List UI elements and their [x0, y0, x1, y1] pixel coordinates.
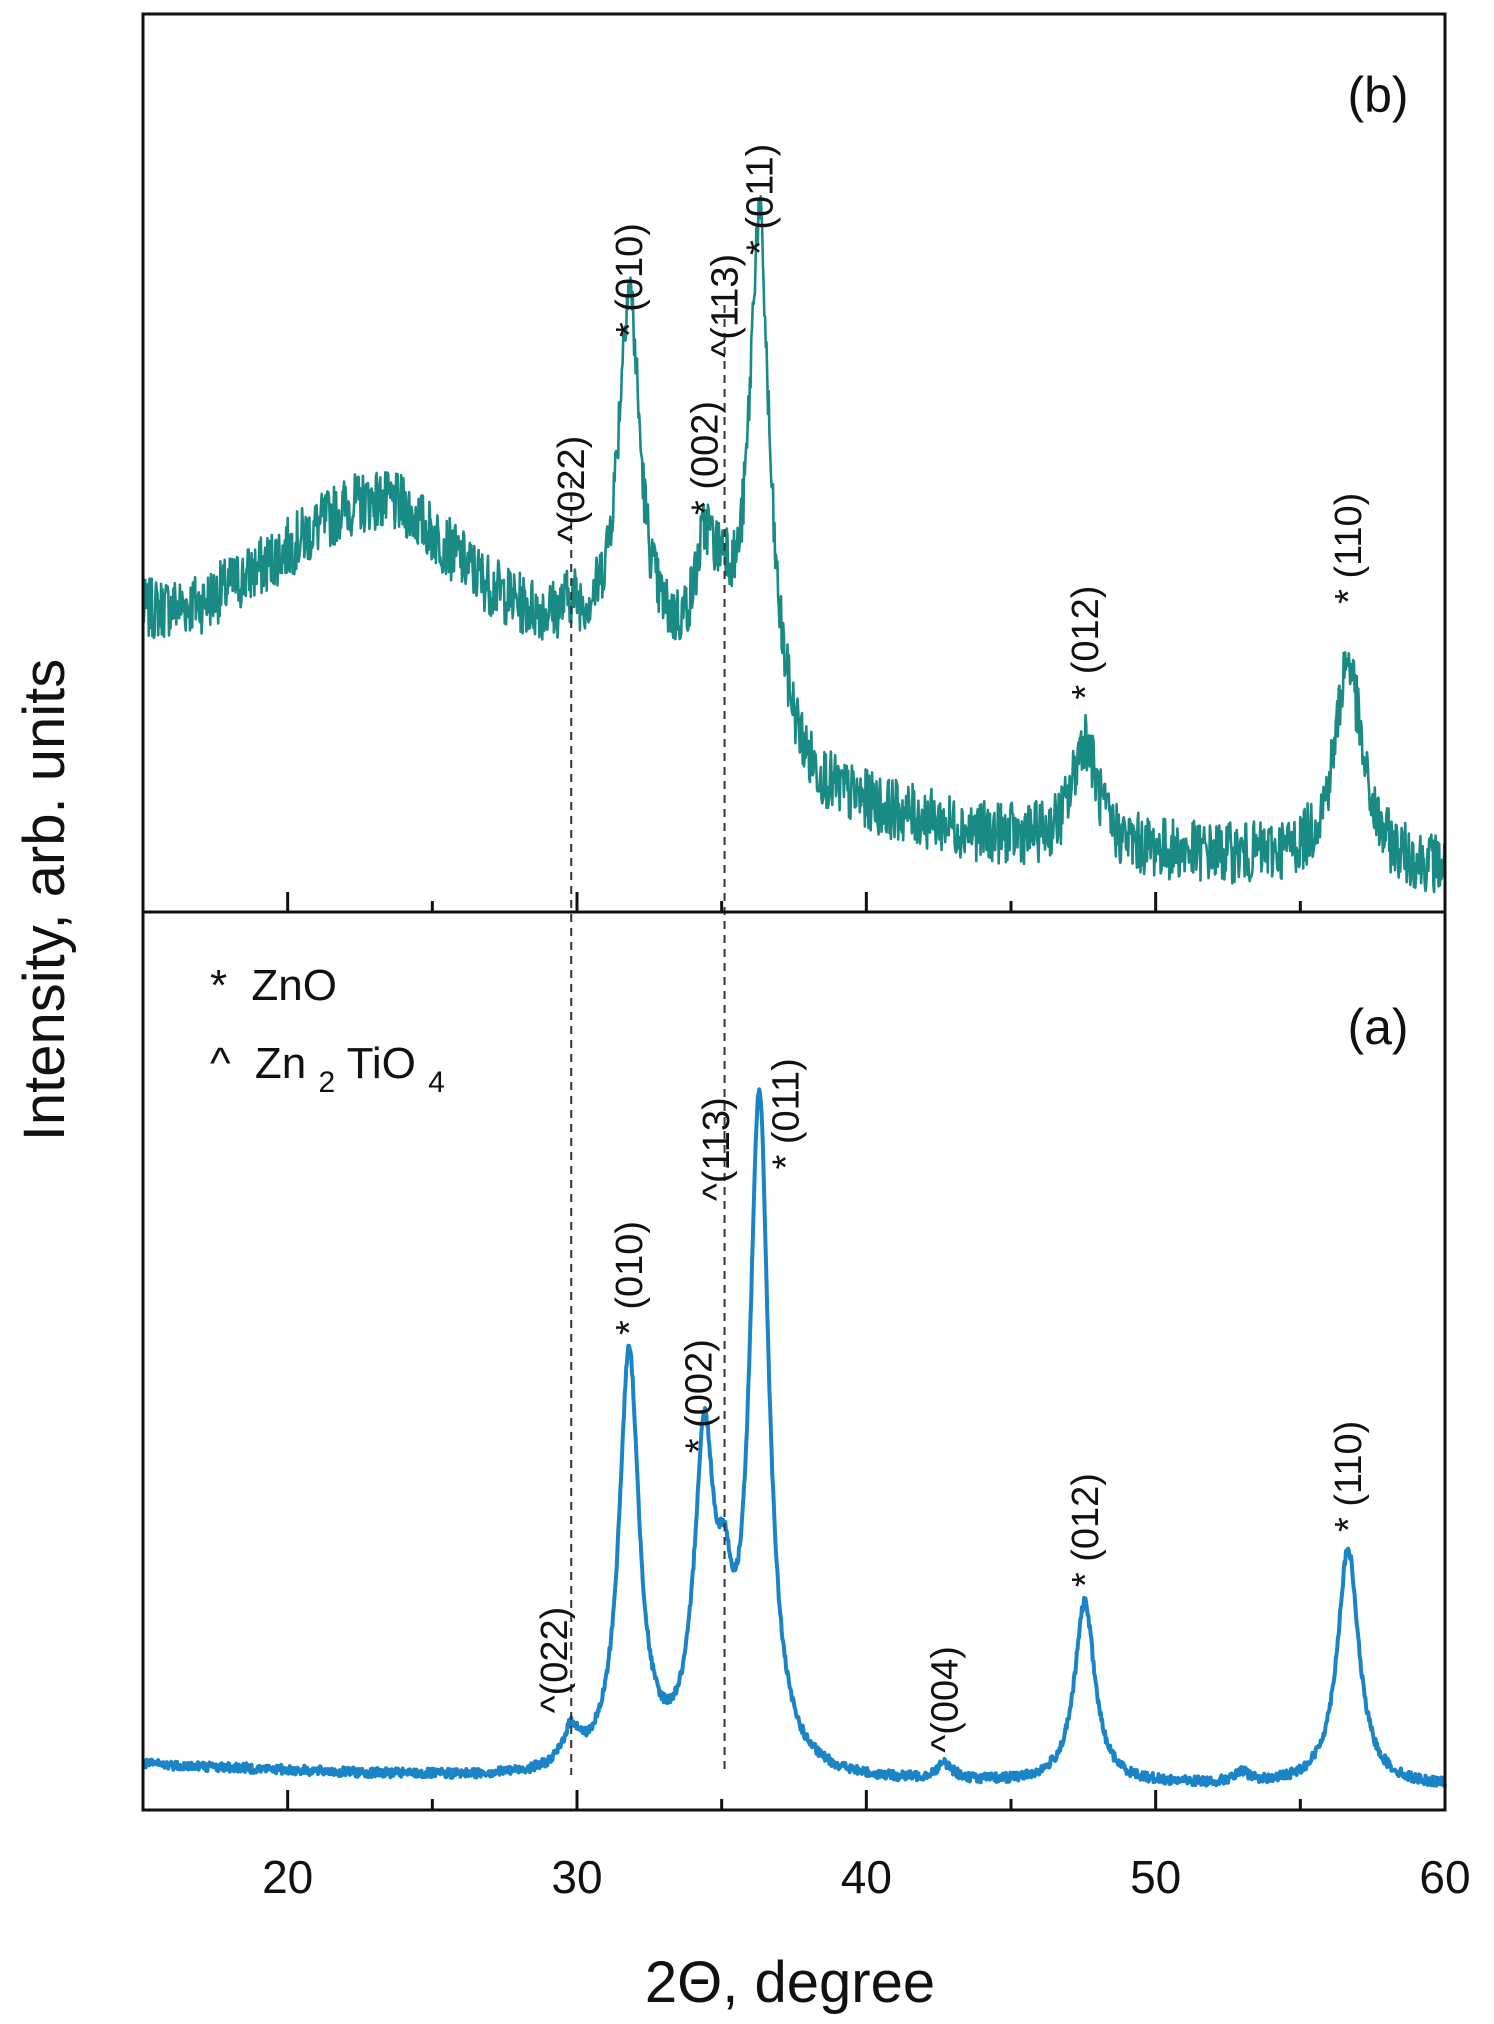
x-tick-label-60: 60 — [1419, 1851, 1470, 1903]
plot-frame — [141, 12, 1447, 1812]
legend-text-zno: ZnO — [251, 961, 337, 1010]
legend-symbol-zn2tio4: ^ — [210, 1039, 231, 1088]
peak-annotations: ^(022)* (010)* (002)^(113)* (011)* (012)… — [534, 144, 1370, 1753]
legend-entry-zn2tio4: ^ Zn 2 TiO 4 — [210, 1039, 445, 1102]
panel-label-a: (a) — [1347, 999, 1408, 1055]
peak-label-a-0: ^(022) — [534, 1607, 576, 1714]
peak-label-b-3: ^(113) — [705, 254, 747, 358]
x-axis-ticks: 20 30 40 50 60 — [141, 892, 1471, 1903]
peak-label-b-4: * (011) — [739, 144, 781, 255]
x-tick-label-30: 30 — [551, 1851, 602, 1903]
peak-label-b-1: * (010) — [609, 223, 651, 337]
legend-text-tio: TiO — [347, 1039, 416, 1088]
panels-layer — [141, 195, 1447, 1788]
peak-label-b-0: ^(022) — [551, 436, 593, 543]
panel-label-b: (b) — [1347, 67, 1408, 123]
peak-label-a-4: * (011) — [765, 1058, 807, 1169]
legend-symbol-zno: * — [210, 961, 227, 1010]
legend-sub-2: 2 — [318, 1066, 335, 1099]
peak-label-b-2: * (002) — [684, 401, 726, 515]
reference-lines — [570, 305, 726, 1775]
peak-label-b-5: * (012) — [1065, 586, 1107, 700]
panel-b — [141, 195, 1447, 894]
panel-a — [141, 1087, 1447, 1788]
peak-label-a-2: * (002) — [679, 1339, 721, 1453]
x-tick-label-20: 20 — [262, 1851, 313, 1903]
peak-label-a-7: * (110) — [1328, 1421, 1370, 1532]
legend-text-zn: Zn — [255, 1039, 306, 1088]
x-tick-label-40: 40 — [841, 1851, 892, 1903]
legend-entry-zno: * ZnO — [210, 961, 337, 1010]
peak-label-a-5: ^(004) — [925, 1646, 967, 1753]
peak-label-b-6: * (110) — [1328, 493, 1370, 604]
x-tick-label-50: 50 — [1130, 1851, 1181, 1903]
peak-label-a-1: * (010) — [609, 1221, 651, 1335]
peak-label-a-6: * (012) — [1065, 1473, 1107, 1587]
legend: * ZnO ^ Zn 2 TiO 4 — [210, 961, 445, 1102]
peak-label-a-3: ^(113) — [696, 1097, 738, 1201]
series-line-a — [141, 1087, 1447, 1788]
x-axis-title: 2Θ, degree — [645, 1950, 935, 2015]
series-line-b — [141, 195, 1447, 894]
y-axis-title: Intensity, arb. units — [12, 659, 77, 1142]
legend-sub-4: 4 — [428, 1066, 445, 1099]
